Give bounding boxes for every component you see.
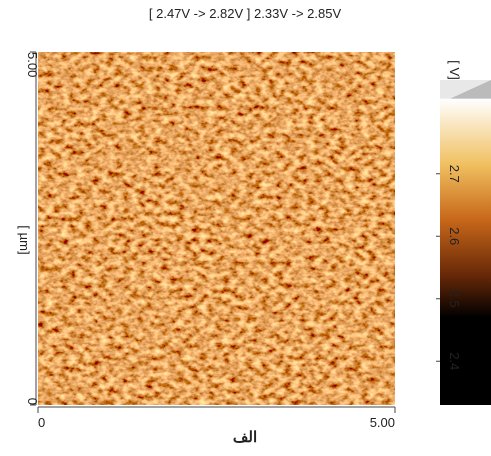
colorbar-tick-label: 2.4 — [447, 352, 462, 370]
y-axis-label: [ µm] — [17, 225, 32, 254]
colorbar-tick-label: 2.7 — [447, 165, 462, 183]
x-tick-label: 5.00 — [370, 415, 395, 430]
y-tick-label: 5.00 — [25, 52, 40, 77]
colorbar-label: [ V] — [447, 60, 462, 80]
y-tick-label: 0 — [25, 398, 40, 405]
caption: الف — [233, 429, 257, 446]
heatmap-image — [38, 52, 395, 405]
chart-title: [ 2.47V -> 2.82V ] 2.33V -> 2.85V — [149, 6, 342, 21]
colorbar-gradient — [440, 99, 491, 318]
chart: [ 2.47V -> 2.82V ] 2.33V -> 2.85V الف [ … — [0, 0, 491, 451]
colorbar-tick-label: 2.5 — [447, 290, 462, 308]
page: [ 2.47V -> 2.82V ] 2.33V -> 2.85V الف [ … — [0, 0, 491, 456]
x-tick-label: 0 — [38, 415, 45, 430]
colorbar-tick-label: 2.6 — [447, 227, 462, 245]
